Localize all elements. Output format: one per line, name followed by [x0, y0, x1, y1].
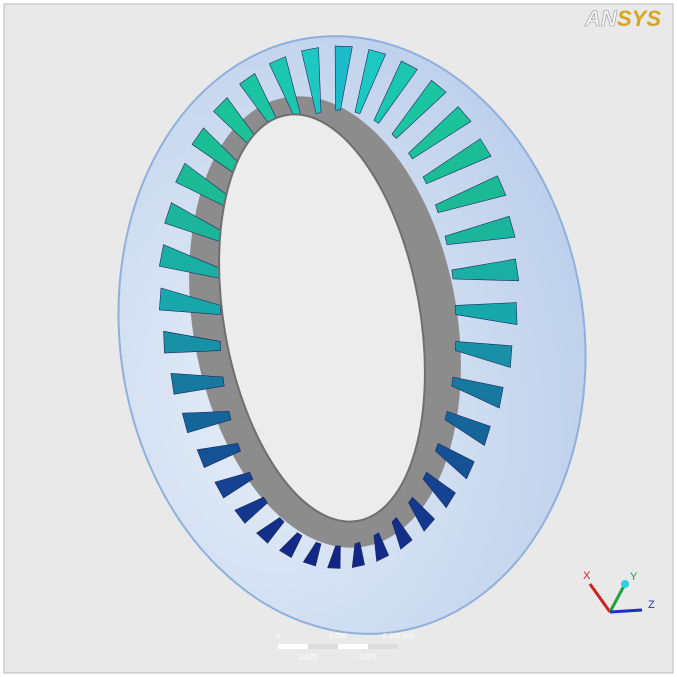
scale-label: 0.050: [329, 633, 347, 640]
blade-row: [158, 45, 520, 569]
triad-marker: [621, 580, 629, 588]
triad-z-label: Z: [648, 599, 655, 611]
blade: [408, 106, 472, 160]
blade: [373, 532, 390, 562]
blade: [214, 471, 254, 499]
triad-x-axis: [588, 583, 612, 613]
blade: [170, 373, 225, 395]
blade: [279, 532, 303, 558]
triad-x-label: X: [583, 570, 591, 582]
blade: [435, 442, 475, 480]
blade: [163, 330, 221, 354]
scale-segment: [278, 644, 308, 649]
blade: [391, 517, 413, 550]
blade: [451, 258, 520, 282]
scale-segment: [308, 644, 338, 649]
blade: [408, 496, 435, 532]
blade: [455, 341, 513, 368]
blade: [301, 47, 322, 115]
triad-y-label: Y: [630, 571, 638, 583]
logo-prefix: AN: [584, 6, 618, 31]
blade: [354, 49, 387, 115]
blade: [422, 138, 492, 185]
blade: [302, 541, 322, 567]
scale-label: 0.075: [359, 654, 377, 661]
blade: [451, 376, 504, 409]
blade: [444, 410, 491, 446]
blade: [422, 471, 456, 509]
blade: [256, 517, 285, 544]
blade: [351, 541, 365, 568]
blade: [435, 175, 507, 213]
scale-label: 0: [276, 633, 280, 640]
blade: [455, 302, 518, 326]
scale-label: 0.025: [299, 654, 317, 661]
blade: [234, 496, 268, 524]
blade: [444, 215, 516, 245]
blade: [334, 45, 353, 111]
scale-segment: [368, 644, 398, 649]
blade: [327, 545, 341, 569]
triad-y-axis: [608, 583, 627, 613]
scale-label: 0.100 (m): [383, 633, 413, 640]
logo-suffix: SYS: [617, 6, 661, 31]
scale-bar: 0 0.050 0.100 (m) 0.025 0.075: [276, 633, 413, 661]
triad-z-axis: [609, 608, 643, 614]
scale-segment: [338, 644, 368, 649]
bore: [218, 113, 426, 523]
axis-triad: X Y Z: [583, 570, 655, 614]
blade: [159, 287, 221, 315]
blade: [373, 60, 418, 124]
blade: [196, 443, 241, 468]
blade: [391, 79, 447, 139]
blade: [181, 411, 232, 434]
